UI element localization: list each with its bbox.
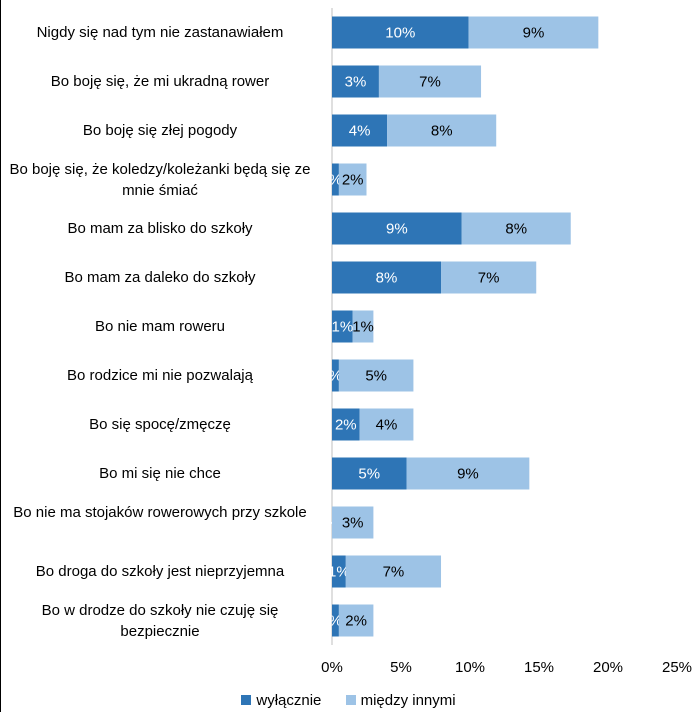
- bar-among-others: [332, 506, 374, 539]
- data-label-exclusive: 2%: [335, 417, 357, 434]
- bar-among-others: [338, 359, 414, 392]
- bar-exclusive: [332, 65, 379, 98]
- bar-exclusive: [332, 310, 353, 343]
- bar-exclusive: [332, 359, 339, 392]
- bar-among-others: [441, 261, 537, 294]
- category-label: Bo mam za daleko do szkoły: [64, 269, 256, 286]
- bar-among-others: [406, 457, 530, 490]
- legend-label-exclusive: wyłącznie: [256, 692, 322, 709]
- bar-among-others: [352, 310, 374, 343]
- category-label: Bo nie mam roweru: [94, 318, 226, 335]
- data-label-exclusive: 4%: [349, 123, 371, 140]
- data-label-exclusive: 1%: [332, 319, 354, 336]
- x-tick-label: 20%: [593, 659, 623, 676]
- data-label-among-others: 7%: [419, 74, 441, 91]
- bar-exclusive: [332, 457, 407, 490]
- category-label: Bo nie ma stojaków rowerowych przy szkol…: [13, 503, 307, 521]
- category-label: Bo boję się, że mi ukradną rower: [50, 73, 270, 90]
- data-label-exclusive: %: [329, 613, 342, 630]
- data-label-exclusive: 1%: [328, 564, 350, 581]
- data-label-exclusive: 8%: [376, 270, 398, 287]
- x-tick-label: 25%: [662, 659, 692, 676]
- x-tick-label: 10%: [455, 659, 485, 676]
- data-label-among-others: 7%: [478, 270, 500, 287]
- data-label-among-others: 4%: [376, 417, 398, 434]
- data-label-exclusive: 5%: [358, 466, 380, 483]
- category-label: Nigdy się nad tym nie zastanawiałem: [36, 24, 284, 41]
- bar-among-others: [468, 16, 599, 49]
- data-label-among-others: 9%: [457, 466, 479, 483]
- data-label-exclusive: 9%: [386, 221, 408, 238]
- bar-among-others: [338, 163, 367, 196]
- x-tick-label: 0%: [321, 659, 343, 676]
- bar-exclusive: [332, 212, 462, 245]
- category-label: Bo mam za blisko do szkoły: [67, 220, 253, 237]
- data-label-among-others: 3%: [342, 515, 364, 532]
- data-label-among-others: 1%: [352, 319, 374, 336]
- bar-among-others: [345, 555, 442, 588]
- legend-label-among-others: między innymi: [360, 692, 456, 709]
- bar-exclusive: [332, 16, 469, 49]
- category-label: Bo w drodze do szkoły nie czuję się bezp…: [41, 601, 279, 640]
- legend-swatch-among-others: [345, 695, 356, 705]
- legend-swatch-exclusive: [241, 695, 252, 705]
- data-label-among-others: 5%: [365, 368, 387, 385]
- bar-exclusive: [332, 555, 346, 588]
- bar-exclusive: [332, 261, 442, 294]
- data-label-among-others: 2%: [342, 172, 364, 189]
- data-label-among-others: 8%: [431, 123, 453, 140]
- x-tick-label: 5%: [390, 659, 412, 676]
- category-label: Bo mi się nie chce: [99, 465, 221, 482]
- data-label-exclusive: 3%: [345, 74, 367, 91]
- bar-exclusive: [332, 114, 388, 147]
- legend: wyłącznie między innymi: [0, 692, 697, 709]
- bar-exclusive: [332, 604, 339, 637]
- bar-among-others: [461, 212, 571, 245]
- bar-exclusive: [332, 163, 339, 196]
- bar-exclusive: [332, 408, 360, 441]
- bar-among-others: [338, 604, 374, 637]
- category-label: Bo rodzice mi nie pozwalają: [67, 367, 253, 384]
- data-label-exclusive: %: [329, 368, 342, 385]
- bar-among-others: [387, 114, 497, 147]
- bar-among-others: [359, 408, 414, 441]
- category-label: Bo się spocę/zmęczę: [89, 416, 231, 433]
- x-tick-label: 15%: [524, 659, 554, 676]
- category-label: Bo boję się, że koledzy/koleżanki będą s…: [9, 160, 311, 199]
- legend-item-exclusive: wyłącznie: [241, 692, 321, 709]
- data-label-among-others: 9%: [523, 25, 545, 42]
- bar-among-others: [378, 65, 482, 98]
- data-label-exclusive: 10%: [385, 25, 415, 42]
- data-label-among-others: 8%: [505, 221, 527, 238]
- data-label-exclusive: %: [329, 172, 342, 189]
- category-label: Bo boję się złej pogody: [82, 122, 238, 139]
- legend-item-among-others: między innymi: [345, 692, 456, 709]
- data-label-among-others: 7%: [383, 564, 405, 581]
- category-label: Bo droga do szkoły jest nieprzyjemna: [35, 563, 285, 580]
- data-label-among-others: 2%: [345, 613, 367, 630]
